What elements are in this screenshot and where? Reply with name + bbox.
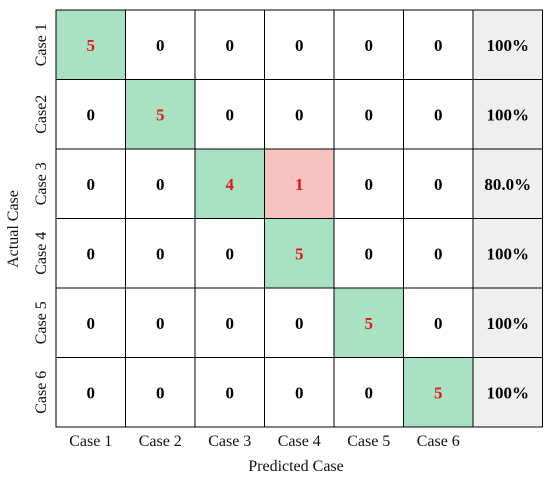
summary-cell-r4 (472, 218, 543, 289)
row-accuracy-label: 100% (487, 383, 530, 402)
matrix-cell-r6-c4 (264, 357, 335, 428)
summary-cell-r6 (472, 357, 543, 428)
matrix-cell-r3-c2 (125, 148, 196, 219)
matrix-cell-r1-c2 (125, 9, 196, 80)
matrix-cell-r4-c4 (264, 218, 335, 289)
y-tick-label: Case 4 (33, 232, 50, 275)
matrix-cell-r1-c3 (194, 9, 265, 80)
matrix-cell-r3-c6 (403, 148, 474, 219)
matrix-cell-r1-c4 (264, 9, 335, 80)
matrix-cell-r6-c6 (403, 357, 474, 428)
row-accuracy-label: 100% (487, 314, 530, 333)
matrix-cell-r5-c3 (194, 287, 265, 358)
cell-value-r3-c5: 0 (365, 175, 374, 194)
x-tick-label: Case 5 (347, 433, 390, 450)
cell-value-r1-c3: 0 (226, 36, 235, 55)
cell-value-r2-c5: 0 (365, 105, 374, 124)
cell-value-r1-c1: 5 (87, 36, 96, 55)
cell-value-r3-c4: 1 (295, 175, 304, 194)
x-tick-label: Case 4 (278, 433, 321, 450)
matrix-cell-r5-c1 (55, 287, 126, 358)
cell-value-r3-c3: 4 (226, 175, 235, 194)
matrix-cell-r4-c3 (194, 218, 265, 289)
y-tick-labels: Case 1 Case2 Case 3 Case 4 Case 5 Case 6 (33, 23, 50, 414)
row-summary-column: 100% 100% 80.0% 100% 100% 100% (472, 9, 543, 428)
cell-value-r4-c2: 0 (156, 244, 165, 263)
cell-value-r1-c2: 0 (156, 36, 165, 55)
matrix-cell-r5-c4 (264, 287, 335, 358)
matrix-cell-r4-c1 (55, 218, 126, 289)
cell-value-r3-c1: 0 (87, 175, 96, 194)
cell-value-r6-c4: 0 (295, 383, 304, 402)
x-tick-label: Case 1 (69, 433, 112, 450)
cell-value-r1-c5: 0 (365, 36, 374, 55)
matrix-cell-r2-c2 (125, 79, 196, 150)
cell-value-r2-c2: 5 (156, 105, 165, 124)
matrix-cell-r3-c5 (333, 148, 404, 219)
cell-value-r2-c6: 0 (434, 105, 443, 124)
matrix-cell-r2-c4 (264, 79, 335, 150)
row-accuracy-label: 100% (487, 244, 530, 263)
row-accuracy-label: 80.0% (484, 175, 531, 194)
cell-value-r6-c3: 0 (226, 383, 235, 402)
matrix-cells: 5 0 0 0 0 0 0 5 0 0 0 0 0 0 4 1 0 0 0 0 0 5 0 0 0 0 0 0 5 0 0 0 0 0 0 5 (55, 9, 474, 428)
cell-value-r3-c2: 0 (156, 175, 165, 194)
cell-value-r6-c1: 0 (87, 383, 96, 402)
cell-value-r5-c5: 5 (365, 314, 374, 333)
cell-value-r5-c6: 0 (434, 314, 443, 333)
y-tick-label: Case2 (33, 95, 50, 134)
y-tick-label: Case 5 (33, 301, 50, 344)
cell-value-r5-c2: 0 (156, 314, 165, 333)
x-axis-label: Predicted Case (248, 458, 344, 475)
cell-value-r5-c1: 0 (87, 314, 96, 333)
y-axis-label: Actual Case (5, 190, 22, 268)
cell-value-r2-c4: 0 (295, 105, 304, 124)
cell-value-r4-c3: 0 (226, 244, 235, 263)
row-accuracy-label: 100% (487, 36, 530, 55)
matrix-cell-r4-c5 (333, 218, 404, 289)
cell-value-r1-c4: 0 (295, 36, 304, 55)
x-tick-label: Case 2 (139, 433, 182, 450)
row-accuracy-label: 100% (487, 105, 530, 124)
x-tick-labels: Case 1 Case 2 Case 3 Case 4 Case 5 Case 6 (69, 433, 460, 450)
cell-value-r4-c4: 5 (295, 244, 304, 263)
cell-value-r6-c2: 0 (156, 383, 165, 402)
matrix-cell-r5-c5 (333, 287, 404, 358)
y-tick-label: Case 6 (33, 371, 50, 414)
matrix-cell-r6-c5 (333, 357, 404, 428)
cell-value-r4-c1: 0 (87, 244, 96, 263)
summary-cell-r1 (472, 9, 543, 80)
y-tick-label: Case 3 (33, 162, 50, 205)
y-tick-label: Case 1 (33, 23, 50, 66)
summary-cell-r3 (472, 148, 543, 219)
cell-value-r6-c5: 0 (365, 383, 374, 402)
cell-value-r6-c6: 5 (434, 383, 443, 402)
cell-value-r2-c3: 0 (226, 105, 235, 124)
cell-value-r4-c6: 0 (434, 244, 443, 263)
cell-value-r2-c1: 0 (87, 105, 96, 124)
cell-value-r5-c4: 0 (295, 314, 304, 333)
x-tick-label: Case 3 (208, 433, 251, 450)
x-tick-label: Case 6 (417, 433, 460, 450)
matrix-cell-r1-c6 (403, 9, 474, 80)
matrix-cell-r2-c6 (403, 79, 474, 150)
cell-value-r4-c5: 0 (365, 244, 374, 263)
cell-value-r3-c6: 0 (434, 175, 443, 194)
matrix-cell-r6-c1 (55, 357, 126, 428)
matrix-cell-r1-c1 (55, 9, 126, 80)
cell-value-r1-c6: 0 (434, 36, 443, 55)
cell-value-r5-c3: 0 (226, 314, 235, 333)
summary-cell-r2 (472, 79, 543, 150)
matrix-cell-r4-c2 (125, 218, 196, 289)
matrix-cell-r3-c4 (264, 148, 335, 219)
